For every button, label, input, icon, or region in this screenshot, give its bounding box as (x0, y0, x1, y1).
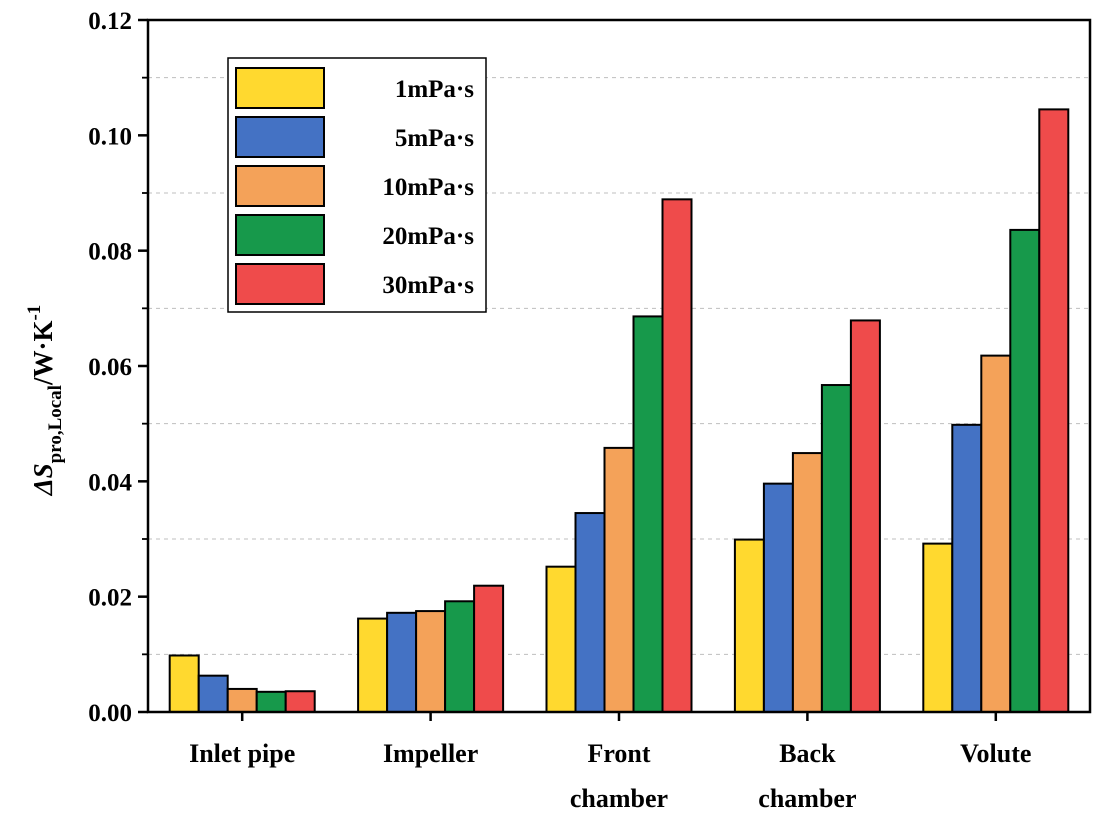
y-tick-label: 0.12 (88, 8, 132, 35)
legend-label-2: 5mPa·s (395, 125, 474, 152)
bar-4-2 (444, 600, 476, 714)
y-axis-title-superscript: -1 (24, 305, 45, 321)
legend-label-3: 10mPa·s (382, 174, 474, 201)
bar-5-1 (284, 690, 316, 713)
y-tick-label: 0.06 (88, 354, 132, 381)
x-category-label: Inlet pipe (189, 739, 295, 768)
bar-2-4 (762, 482, 794, 714)
legend-swatch-2 (235, 116, 325, 158)
legend-label-1: 1mPa·s (395, 76, 474, 103)
y-tick-label: 0.02 (88, 585, 132, 612)
bar-4-4 (820, 384, 852, 713)
y-axis-title-subscript: pro,Local (45, 385, 66, 463)
y-axis-title-units: /W·K (28, 321, 58, 387)
legend-swatch-1 (235, 67, 325, 109)
bar-5-5 (1038, 108, 1070, 713)
legend: 1mPa·s 5mPa·s 10mPa·s 20mPa·s 30mPa·s (227, 57, 487, 313)
bar-2-1 (197, 674, 229, 713)
bar-2-3 (574, 512, 606, 713)
bar-5-2 (473, 584, 505, 714)
bar-2-2 (386, 611, 418, 714)
bar-1-2 (357, 617, 389, 714)
bar-1-1 (168, 654, 200, 714)
bar-2-5 (951, 423, 983, 713)
bar-4-3 (632, 315, 664, 713)
bar-1-3 (545, 565, 577, 713)
legend-swatch-4 (235, 214, 325, 256)
bar-3-4 (791, 452, 823, 713)
axes (138, 18, 1092, 721)
bar-4-5 (1009, 228, 1041, 713)
y-tick-label: 0.08 (88, 239, 132, 266)
x-category-label: Back chamber (758, 739, 856, 813)
bars (168, 108, 1070, 714)
y-tick-label: 0.10 (88, 123, 132, 150)
bar-4-1 (255, 690, 287, 713)
bar-1-5 (922, 542, 954, 714)
bar-3-5 (980, 354, 1012, 713)
x-category-label: Volute (960, 739, 1031, 768)
bar-5-4 (849, 319, 881, 713)
y-tick-label: 0.04 (88, 469, 132, 496)
bar-3-3 (603, 446, 635, 713)
bar-3-1 (226, 687, 258, 714)
x-category-labels: Inlet pipe Impeller Front chamber Back chambe… (189, 739, 1031, 813)
legend-swatch-5 (235, 263, 325, 305)
legend-swatch-3 (235, 165, 325, 207)
legend-label-5: 30mPa·s (382, 272, 474, 299)
y-tick-label: 0.00 (88, 700, 132, 727)
bar-1-4 (733, 538, 765, 713)
x-category-label: Impeller (383, 739, 478, 768)
y-axis-title: ΔSpro,Local/W·K-1 (24, 305, 66, 497)
legend-label-4: 20mPa·s (382, 223, 474, 250)
y-tick-labels: 0.00 0.02 0.04 0.06 0.08 0.10 0.12 (88, 8, 132, 727)
y-axis-label: ΔSpro,Local/W·K-1 (24, 305, 66, 497)
bar-3-2 (415, 610, 447, 713)
y-axis-title-prefix: ΔS (28, 463, 58, 496)
x-category-label: Front chamber (570, 739, 668, 813)
bar-5-3 (661, 198, 693, 714)
